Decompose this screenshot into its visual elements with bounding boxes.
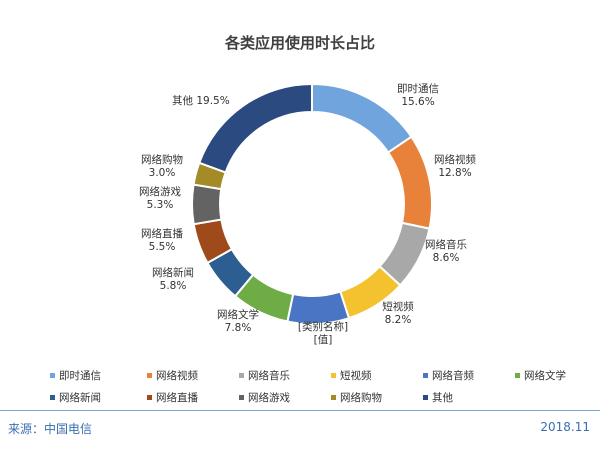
slice-label-3: 网络音乐: [425, 238, 467, 251]
slice-label-8: 网络直播: [141, 227, 183, 240]
legend-swatch: [515, 373, 520, 378]
legend-label: 网络购物: [340, 391, 382, 404]
legend-label: 网络直播: [156, 391, 198, 404]
source-text: 来源：中国电信: [8, 422, 93, 436]
slice-value-8: 5.5%: [149, 241, 176, 253]
slice-value-6: 7.8%: [225, 322, 252, 334]
legend-swatch: [423, 373, 428, 378]
legend-swatch: [239, 373, 244, 378]
slice-value-9: 5.3%: [147, 199, 174, 211]
slice-value-5: [值]: [314, 333, 333, 346]
slice-9: [191, 183, 223, 226]
legend-swatch: [331, 373, 336, 378]
legend-label: 网络音乐: [248, 369, 290, 382]
legend-label: 即时通信: [59, 370, 101, 382]
legend-label: 网络游戏: [248, 391, 290, 404]
legend-label: 网络音频: [432, 369, 474, 382]
slice-label-10: 网络购物: [141, 153, 183, 166]
legend-label: 短视频: [340, 369, 372, 382]
slices: [191, 82, 433, 325]
legend-swatch: [50, 395, 55, 400]
legend-label: 网络新闻: [59, 391, 101, 404]
legend-swatch: [50, 373, 55, 378]
legend-swatch: [147, 373, 152, 378]
slice-2: [386, 135, 433, 230]
donut-chart: 各类应用使用时长占比 即时通信15.6%网络视频12.8%网络音乐8.6%短视频…: [50, 34, 566, 404]
legend-swatch: [147, 395, 152, 400]
slice-5: [286, 290, 351, 325]
date-text: 2018.11: [540, 420, 590, 434]
slice-11: [198, 82, 313, 174]
slice-value-4: 8.2%: [385, 314, 412, 326]
slice-value-10: 3.0%: [149, 167, 176, 179]
slice-label-2: 网络视频: [434, 153, 476, 166]
chart-title: 各类应用使用时长占比: [224, 34, 375, 52]
slice-value-7: 5.8%: [160, 280, 187, 292]
legend-label: 其他: [432, 391, 453, 404]
slice-label-11: 其他 19.5%: [172, 94, 230, 107]
legend-swatch: [331, 395, 336, 400]
slice-label-5: [类别名称]: [298, 320, 348, 333]
legend-swatch: [423, 395, 428, 400]
slice-value-1: 15.6%: [401, 96, 434, 108]
legend-label: 网络文学: [524, 369, 566, 382]
slice-value-3: 8.6%: [433, 252, 460, 264]
legend-label: 网络视频: [156, 369, 198, 382]
footer-bar: 来源：中国电信 2018.11: [0, 410, 600, 449]
slice-value-2: 12.8%: [438, 167, 471, 179]
slice-label-9: 网络游戏: [139, 185, 181, 198]
slice-label-1: 即时通信: [397, 83, 439, 95]
slice-label-7: 网络新闻: [152, 266, 194, 279]
slice-label-6: 网络文学: [217, 308, 259, 321]
slice-label-4: 短视频: [382, 300, 414, 313]
legend-swatch: [239, 395, 244, 400]
